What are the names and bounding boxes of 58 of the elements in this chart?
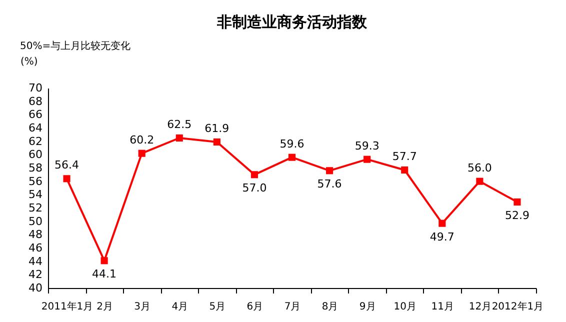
data-label: 44.1 (92, 268, 117, 281)
y-tick-label: 60 (28, 148, 42, 162)
chart-title: 非制造业商务活动指数 (216, 13, 368, 31)
x-tick-label: 4月 (172, 302, 188, 312)
x-tick-label: 9月 (359, 302, 376, 312)
y-tick-label: 56 (28, 174, 42, 188)
point (326, 167, 334, 174)
data-label: 57.0 (242, 182, 267, 195)
y-tick-label: 52 (28, 202, 42, 214)
point (438, 220, 446, 227)
data-label: 57.7 (392, 150, 417, 163)
x-tick-label: 12月 (468, 302, 492, 312)
point (401, 166, 408, 174)
y-tick-label: 68 (28, 94, 42, 108)
y-tick-label: 70 (28, 82, 42, 94)
x-tick-label: 11月 (431, 302, 454, 312)
y-tick-label: 48 (28, 228, 42, 242)
y-tick-label: 46 (28, 242, 42, 254)
data-label: 57.6 (317, 178, 342, 191)
y-tick-label: 58 (28, 162, 42, 174)
point (364, 156, 371, 163)
data-label: 56.0 (467, 161, 492, 174)
point (138, 150, 146, 157)
data-label: 59.3 (354, 139, 380, 152)
y-axis-title: (%) (20, 56, 38, 68)
point (213, 138, 220, 146)
data-label: 49.7 (430, 230, 454, 244)
data-label: 52.9 (504, 209, 530, 222)
x-tick-label: 6月 (246, 302, 264, 312)
y-tick-label: 54 (28, 188, 42, 202)
point (288, 154, 296, 161)
data-label: 59.6 (280, 137, 304, 150)
y-tick-label: 64 (28, 122, 42, 134)
data-label: 61.9 (204, 122, 230, 135)
y-tick-label: 42 (28, 268, 42, 282)
data-label: 62.5 (167, 118, 192, 131)
x-tick-label: 8月 (322, 302, 338, 312)
data-label: 60.2 (130, 133, 154, 146)
x-tick-label: 2012年1月 (492, 300, 544, 312)
point (476, 178, 484, 185)
point (63, 175, 70, 182)
y-tick-label: 40 (28, 282, 42, 294)
x-tick-label: 5月 (209, 302, 226, 312)
y-tick-label: 44 (28, 254, 42, 268)
chart-subtitle: 50%=与上月比较无变化 (20, 40, 131, 52)
point (100, 257, 108, 264)
y-tick-label: 66 (28, 108, 42, 122)
x-tick-label: 3月 (134, 302, 151, 312)
x-tick-label: 10月 (394, 302, 416, 312)
x-tick-label: 2月 (96, 302, 113, 312)
x-tick-label: 7月 (284, 302, 301, 312)
y-tick-label: 62 (28, 134, 42, 148)
x-tick-label: 2011年1月 (41, 300, 94, 312)
point (250, 171, 258, 178)
point (176, 134, 183, 142)
data-label: 56.4 (54, 158, 80, 172)
point (514, 198, 521, 206)
y-tick-label: 50 (28, 214, 42, 228)
